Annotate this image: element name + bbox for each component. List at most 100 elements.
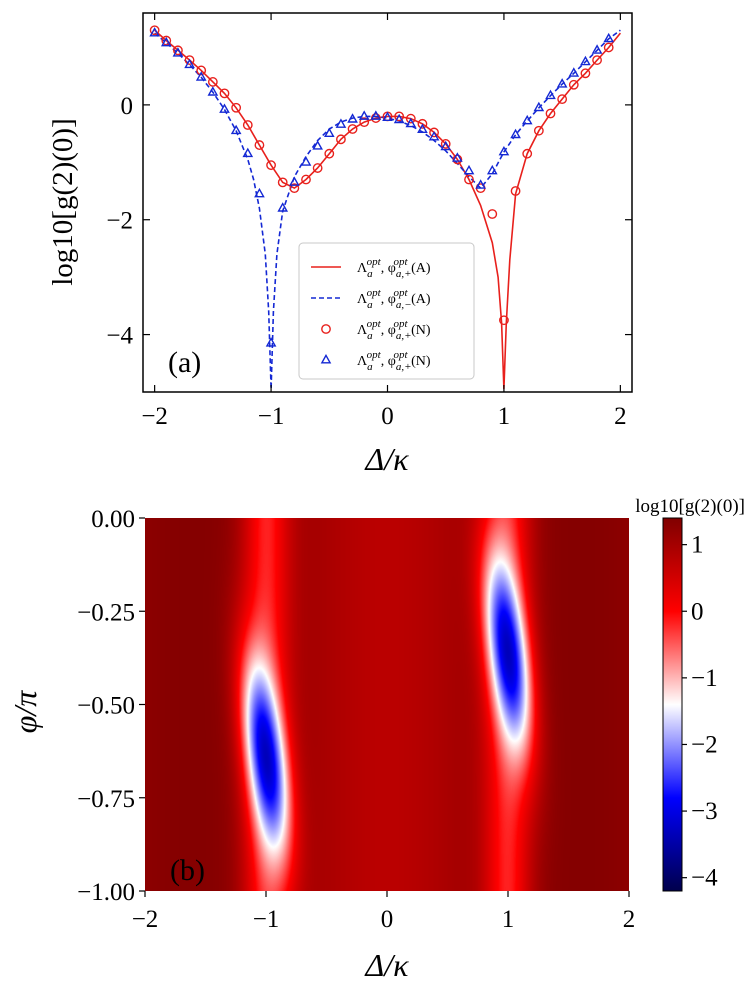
circle-marker xyxy=(487,209,498,219)
triangle-marker xyxy=(347,113,358,123)
xtick-label-b: 1 xyxy=(502,906,515,933)
xtick-label-a: 1 xyxy=(498,403,511,430)
triangle-marker xyxy=(265,337,277,347)
triangle-marker xyxy=(149,27,160,37)
triangle-marker xyxy=(556,78,568,88)
circle-marker xyxy=(603,42,614,53)
circle-marker xyxy=(149,25,160,36)
triangle-marker xyxy=(591,44,603,54)
legend-label: Λaopt, φa,+opt (N) xyxy=(357,318,431,342)
legend-label: Λaopt, φa,+opt (A) xyxy=(357,256,431,280)
triangle-marker xyxy=(300,156,312,166)
circle-marker xyxy=(289,183,300,194)
triangle-marker xyxy=(289,176,300,186)
ytick-label-b: −0.50 xyxy=(77,693,135,720)
ytick-label-b: 0.00 xyxy=(91,506,135,533)
xtick-label-b: 2 xyxy=(623,906,636,933)
triangle-marker xyxy=(405,117,417,128)
circle-marker xyxy=(336,134,346,145)
triangle-marker xyxy=(568,67,580,77)
triangle-marker xyxy=(207,86,219,96)
circle-marker xyxy=(405,113,416,124)
circle-marker xyxy=(394,111,405,122)
circle-marker xyxy=(207,77,218,87)
ytick-label-b: −0.25 xyxy=(77,599,135,626)
colorbar-ticks: 1 0 −1 −2 −3 −4 xyxy=(682,532,718,892)
circle-marker xyxy=(522,148,533,159)
colorbar-tick-label: −2 xyxy=(691,731,718,758)
colorbar: 1 0 −1 −2 −3 −4 log10[g(2)(0)] xyxy=(635,496,745,892)
triangle-marker xyxy=(242,147,254,158)
triangle-marker xyxy=(382,111,393,121)
circle-marker xyxy=(568,79,579,90)
ylabel-b: φ/π xyxy=(7,690,43,734)
circle-marker xyxy=(429,127,439,138)
circle-marker xyxy=(277,177,288,188)
circle-marker xyxy=(184,55,195,65)
series-line-1 xyxy=(154,29,621,390)
legend-label: Λaopt, φa,−opt (A) xyxy=(357,287,431,311)
triangle-marker xyxy=(533,101,545,112)
colorbar-tick-label: −4 xyxy=(691,865,718,892)
xtick-label-b: 0 xyxy=(381,906,394,933)
xtick-label-b: −2 xyxy=(132,906,159,933)
circle-marker xyxy=(533,125,544,136)
triangle-marker xyxy=(417,123,428,134)
circle-marker xyxy=(499,315,509,326)
circle-marker xyxy=(545,108,556,119)
triangle-marker xyxy=(370,110,382,120)
triangle-marker xyxy=(323,127,335,138)
panel-label-b: (b) xyxy=(170,854,205,887)
ytick-label-b: −1.00 xyxy=(77,879,135,906)
triangle-marker xyxy=(312,140,323,150)
circle-marker xyxy=(219,88,230,99)
ytick-label-a: −4 xyxy=(106,323,133,350)
ticks-a: −2 −1 0 1 2 0 −2 −4 xyxy=(106,13,632,430)
triangle-marker xyxy=(335,118,347,128)
circle-marker xyxy=(301,174,311,185)
triangle-marker xyxy=(393,113,405,124)
triangle-marker xyxy=(254,187,265,198)
triangle-marker xyxy=(463,164,475,175)
circle-marker xyxy=(231,102,242,113)
circle-marker xyxy=(266,160,276,171)
circle-marker xyxy=(417,118,428,129)
triangle-marker xyxy=(603,32,615,43)
circle-marker xyxy=(242,120,253,130)
legend-label: Λaopt, φa,+opt (N) xyxy=(357,349,431,373)
ytick-label-b: −0.75 xyxy=(77,786,135,813)
triangle-marker xyxy=(184,58,195,69)
ytick-label-a: 0 xyxy=(121,93,134,120)
legend-swatch xyxy=(321,324,331,334)
circle-marker xyxy=(173,45,183,56)
circle-marker xyxy=(196,65,207,76)
circle-marker xyxy=(440,139,451,149)
panel-b: −2 −1 0 1 20.00−0.25−0.50−0.75−1.00 (b) Δ/κ … xyxy=(7,496,745,983)
colorbar-tick-label: −3 xyxy=(691,798,718,825)
legend-swatch xyxy=(320,353,332,364)
triangle-marker xyxy=(160,36,172,47)
circle-marker xyxy=(557,94,568,105)
triangle-marker xyxy=(172,47,184,57)
ticks-b: −2 −1 0 1 2 0.00 −0.25 −0.50 −0.75 −1.00 xyxy=(77,506,635,933)
colorbar-tick-label: 1 xyxy=(691,532,704,559)
xlabel-a: Δ/κ xyxy=(363,441,409,477)
circle-marker xyxy=(464,174,474,185)
triangle-marker xyxy=(545,89,556,100)
heatmap-canvas xyxy=(145,518,629,891)
legend-entry-2: Λaopt, φa,+opt (N) xyxy=(321,318,431,342)
xtick-label-a: 0 xyxy=(381,403,394,430)
legend-box xyxy=(298,242,475,380)
triangle-marker xyxy=(230,124,242,135)
triangle-marker xyxy=(358,110,370,120)
circle-marker xyxy=(359,117,370,128)
circle-marker xyxy=(254,140,265,150)
triangle-marker xyxy=(580,55,591,66)
circle-marker xyxy=(347,124,358,134)
circle-marker xyxy=(580,68,591,79)
triangle-marker xyxy=(195,71,207,81)
legend-entry-3: Λaopt, φa,+opt (N) xyxy=(320,349,431,373)
xtick-label-a: −2 xyxy=(141,403,168,430)
circle-marker xyxy=(510,186,521,196)
